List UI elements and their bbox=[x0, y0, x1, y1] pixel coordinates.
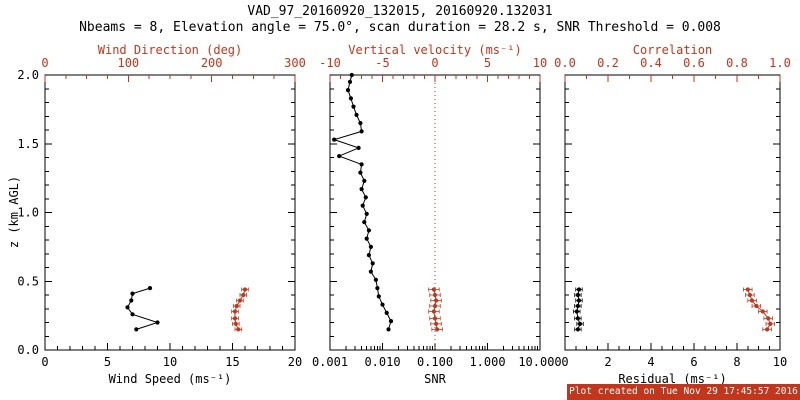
top-axis-ticks: 0.0 0.2 0.4 0.6 0.8 1.0 bbox=[554, 56, 791, 82]
panel-frame bbox=[329, 74, 541, 351]
svg-text:0.2: 0.2 bbox=[597, 56, 619, 70]
bottom-axis-ticks: 0.001 0.010 0.100 1.000 10.000 bbox=[312, 343, 562, 369]
svg-text:15: 15 bbox=[225, 355, 239, 369]
wind-speed-axis-title: Wind Speed (ms⁻¹) bbox=[108, 372, 232, 386]
svg-text:10: 10 bbox=[163, 355, 177, 369]
series-wind-speed bbox=[125, 286, 160, 332]
svg-text:0.010: 0.010 bbox=[364, 355, 400, 369]
svg-text:1.0: 1.0 bbox=[769, 56, 791, 70]
svg-text:0: 0 bbox=[41, 56, 48, 70]
y-axis-ticks bbox=[565, 74, 780, 351]
panel-residual: 0 2 4 6 8 10 0.0 0.2 0.4 0.6 0.8 1.0 bbox=[554, 56, 791, 369]
svg-text:0: 0 bbox=[431, 56, 438, 70]
svg-text:0.4: 0.4 bbox=[640, 56, 662, 70]
y-axis-ticks bbox=[330, 74, 540, 351]
svg-text:0.6: 0.6 bbox=[683, 56, 705, 70]
svg-text:0.0: 0.0 bbox=[17, 343, 39, 357]
svg-text:2: 2 bbox=[604, 355, 611, 369]
svg-text:1.0: 1.0 bbox=[17, 206, 39, 220]
series-snr-profile bbox=[332, 72, 394, 332]
svg-text:0: 0 bbox=[41, 355, 48, 369]
timestamp-banner: Plot created on Tue Nov 29 17:45:57 2016 bbox=[567, 384, 800, 400]
panel-snr: 0.001 0.010 0.100 1.000 10.000 -10 -5 0 5 10 bbox=[312, 56, 562, 369]
svg-text:5: 5 bbox=[104, 355, 111, 369]
svg-text:0.5: 0.5 bbox=[17, 274, 39, 288]
svg-text:0.100: 0.100 bbox=[417, 355, 453, 369]
svg-text:8: 8 bbox=[733, 355, 740, 369]
svg-text:10: 10 bbox=[533, 56, 547, 70]
series-residual bbox=[573, 287, 584, 332]
snr-axis-title: SNR bbox=[424, 372, 446, 386]
svg-text:200: 200 bbox=[201, 56, 223, 70]
vertical-velocity-axis-title: Vertical velocity (ms⁻¹) bbox=[348, 43, 522, 57]
residual-axis-title: Residual (ms⁻¹) bbox=[618, 372, 727, 386]
series-vertical-velocity bbox=[428, 287, 443, 332]
plot-subtitle: Nbeams = 8, Elevation angle = 75.0°, sca… bbox=[79, 20, 721, 35]
svg-text:0.001: 0.001 bbox=[312, 355, 348, 369]
svg-text:5: 5 bbox=[484, 56, 491, 70]
plot-title: VAD_97_20160920_132015, 20160920.132031 bbox=[247, 4, 553, 19]
svg-text:-5: -5 bbox=[375, 56, 389, 70]
svg-text:6: 6 bbox=[690, 355, 697, 369]
bottom-axis-ticks: 0 5 10 15 20 bbox=[41, 343, 302, 369]
svg-text:20: 20 bbox=[288, 355, 302, 369]
svg-text:10: 10 bbox=[773, 355, 787, 369]
y-axis-ticks: 0.0 0.5 1.0 1.5 2.0 bbox=[17, 68, 295, 357]
svg-text:4: 4 bbox=[647, 355, 654, 369]
svg-text:0: 0 bbox=[561, 355, 568, 369]
svg-text:0.8: 0.8 bbox=[726, 56, 748, 70]
series-wind-direction bbox=[231, 287, 249, 332]
svg-text:300: 300 bbox=[284, 56, 306, 70]
bottom-axis-ticks: 0 2 4 6 8 10 bbox=[561, 343, 787, 369]
top-axis-ticks: -10 -5 0 5 10 bbox=[319, 56, 547, 82]
top-axis-ticks: 0 100 200 300 bbox=[41, 56, 306, 82]
svg-text:0.0: 0.0 bbox=[554, 56, 576, 70]
svg-text:100: 100 bbox=[117, 56, 139, 70]
svg-text:-10: -10 bbox=[319, 56, 341, 70]
wind-direction-axis-title: Wind Direction (deg) bbox=[97, 43, 243, 57]
panel-frame bbox=[564, 74, 781, 351]
svg-text:2.0: 2.0 bbox=[17, 68, 39, 82]
svg-text:10.000: 10.000 bbox=[518, 355, 561, 369]
panel-frame bbox=[44, 74, 296, 351]
svg-text:1.5: 1.5 bbox=[17, 137, 39, 151]
svg-text:1.000: 1.000 bbox=[469, 355, 505, 369]
series-correlation bbox=[743, 287, 776, 332]
correlation-axis-title: Correlation bbox=[632, 43, 713, 57]
